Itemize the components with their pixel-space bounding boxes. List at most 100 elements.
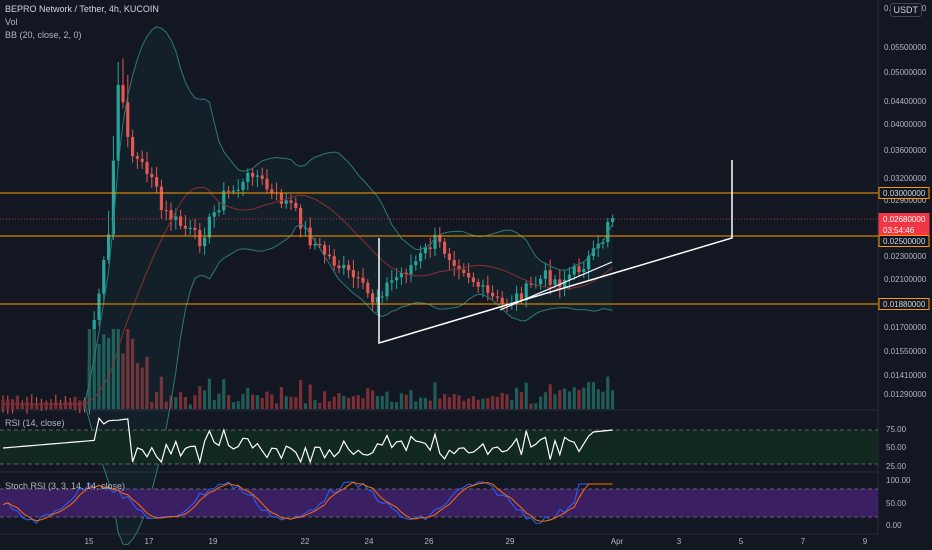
- volume-bar: [495, 396, 499, 409]
- volume-bar: [491, 396, 495, 409]
- candle-body: [572, 266, 576, 275]
- candle-body: [539, 278, 543, 285]
- volume-bar: [260, 397, 264, 409]
- volume-bar: [443, 394, 447, 409]
- volume-indicator-label[interactable]: Vol: [5, 17, 18, 27]
- volume-bar: [111, 329, 115, 409]
- candle-body: [246, 172, 250, 182]
- candle-body: [294, 202, 298, 208]
- price-tick-label: 0.05000000: [884, 68, 927, 77]
- candle-body: [265, 178, 269, 190]
- volume-bar: [279, 386, 283, 409]
- volume-bar: [131, 338, 135, 409]
- candle-body: [366, 282, 370, 294]
- volume-bar: [601, 391, 605, 409]
- time-tick-label: 22: [301, 537, 310, 546]
- candle-body: [289, 200, 293, 203]
- stoch-rsi-indicator-label[interactable]: Stoch RSI (3, 3, 14, 14, close): [5, 481, 126, 491]
- volume-bar: [265, 391, 269, 409]
- candle-body: [467, 273, 471, 278]
- price-marker-label: 03:54:46: [883, 226, 915, 235]
- candle-body: [577, 266, 581, 273]
- price-tick-label: 0.02100000: [884, 275, 927, 284]
- candle-body: [169, 210, 173, 220]
- volume-bar: [462, 400, 466, 409]
- volume-bar: [327, 401, 331, 409]
- candle-body: [486, 285, 490, 293]
- candle-body: [553, 279, 557, 285]
- candle-body: [140, 158, 144, 162]
- volume-bar: [457, 395, 461, 409]
- volume-bar: [524, 382, 528, 409]
- price-tick-label: 0.04000000: [884, 120, 927, 129]
- candle-body: [443, 241, 447, 254]
- volume-bar: [515, 387, 519, 409]
- volume-bar: [471, 396, 475, 409]
- candle-body: [491, 292, 495, 297]
- volume-bar: [78, 400, 82, 409]
- volume-bar: [227, 395, 231, 409]
- candle-body: [419, 253, 423, 262]
- price-tick-label: 0.01410000: [884, 371, 927, 380]
- volume-bar: [390, 401, 394, 409]
- volume-bar: [318, 403, 322, 409]
- volume-bar: [356, 395, 360, 409]
- volume-bar: [107, 337, 111, 409]
- candle-body: [342, 264, 346, 269]
- volume-bar: [97, 344, 101, 409]
- volume-bar: [611, 390, 615, 409]
- candle-body: [145, 161, 149, 174]
- candle-body: [347, 264, 351, 271]
- volume-bar: [567, 391, 571, 409]
- volume-bar: [102, 334, 106, 409]
- time-tick-label: 29: [506, 537, 515, 546]
- volume-bar: [395, 402, 399, 409]
- candle-body: [404, 272, 408, 275]
- candle-body: [179, 216, 183, 226]
- candle-body: [193, 227, 197, 230]
- trendline-drawing: [499, 261, 613, 311]
- volume-bar: [519, 392, 523, 409]
- candle-body: [126, 102, 130, 137]
- rsi-indicator-label[interactable]: RSI (14, close): [5, 418, 65, 428]
- bollinger-bands-label[interactable]: BB (20, close, 2, 0): [5, 30, 82, 40]
- candle-body: [207, 216, 211, 238]
- volume-bar: [20, 404, 24, 409]
- candle-body: [198, 229, 202, 247]
- price-marker-label: 0.03000000: [883, 189, 926, 198]
- volume-bar: [337, 392, 341, 409]
- candle-body: [164, 209, 168, 211]
- volume-bar: [347, 397, 351, 409]
- candle-body: [241, 181, 245, 190]
- candle-body: [399, 272, 403, 278]
- volume-bar: [126, 329, 130, 409]
- volume-bar: [87, 329, 91, 409]
- volume-bar: [371, 390, 375, 409]
- volume-bar: [39, 403, 43, 409]
- volume-bar: [68, 401, 72, 409]
- time-tick-label: 9: [863, 537, 868, 546]
- volume-bar: [481, 398, 485, 409]
- volume-bar: [510, 400, 514, 409]
- candle-body: [217, 210, 221, 213]
- bollinger-upper-band: [3, 26, 614, 405]
- volume-bar: [409, 390, 413, 409]
- volume-bar: [548, 384, 552, 409]
- volume-bar: [323, 391, 327, 409]
- stoch-band-fill: [0, 489, 878, 517]
- symbol-title: BEPRO Network / Tether, 4h, KUCOIN: [5, 4, 159, 14]
- candle-body: [327, 254, 331, 257]
- stoch-tick-label: 50.00: [886, 499, 907, 508]
- volume-bar: [438, 398, 442, 409]
- time-tick-label: 7: [801, 537, 806, 546]
- price-marker: 0.02500000: [878, 235, 930, 247]
- volume-bar: [30, 404, 34, 409]
- candle-body: [318, 243, 322, 246]
- candle-body: [299, 207, 303, 229]
- currency-selector[interactable]: USDT: [889, 3, 922, 17]
- candle-body: [529, 283, 533, 285]
- candle-body: [135, 156, 139, 159]
- volume-bar: [433, 382, 437, 409]
- volume-bar: [399, 393, 403, 409]
